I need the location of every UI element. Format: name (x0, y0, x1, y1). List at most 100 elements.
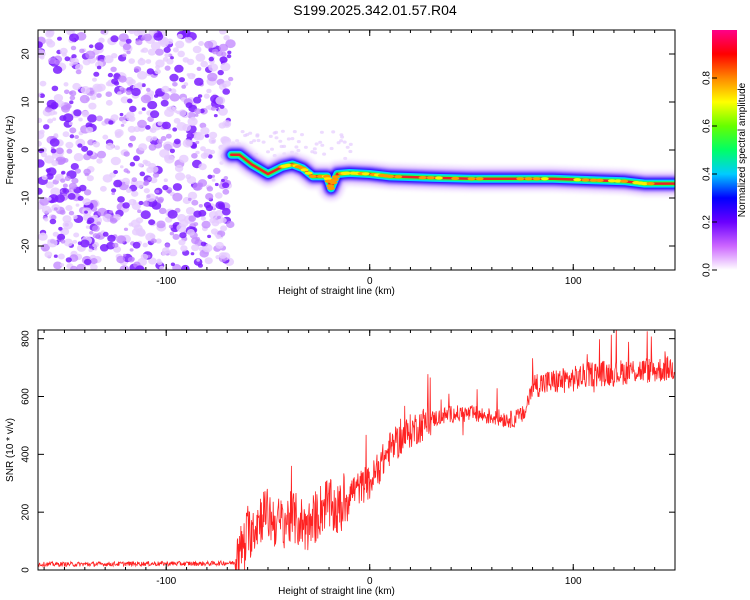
noise-speck (109, 217, 118, 224)
noise-speck (127, 98, 133, 104)
noise-speck (191, 199, 199, 206)
noise-speck (111, 188, 117, 193)
noise-speck (181, 264, 190, 270)
noise-speck (81, 145, 89, 152)
noise-speck (172, 192, 183, 202)
noise-speck (187, 191, 198, 200)
noise-speck (92, 225, 100, 232)
noise-speck (195, 140, 200, 144)
noise-speck (50, 187, 61, 196)
noise-speck (61, 104, 71, 113)
noise-speck (200, 126, 210, 135)
noise-speck (45, 168, 51, 173)
ridge-blob (304, 171, 313, 175)
ridge-layer (218, 141, 675, 202)
noise-speck (96, 65, 102, 70)
ridge-blob (386, 174, 395, 178)
noise-speck (113, 179, 123, 188)
noise-speck (160, 136, 167, 141)
noise-speck (208, 56, 214, 62)
noise-speck (182, 57, 189, 63)
noise-speck (105, 142, 115, 150)
noise-speck (93, 71, 100, 77)
noise-speck (172, 106, 177, 111)
noise-speck (345, 145, 350, 149)
noise-speck (87, 114, 97, 123)
noise-speck (280, 129, 285, 133)
noise-speck (182, 139, 193, 148)
noise-speck (294, 145, 299, 149)
noise-speck (127, 125, 136, 133)
noise-speck (200, 241, 207, 247)
noise-speck (88, 44, 94, 49)
noise-speck (57, 253, 65, 260)
noise-speck (322, 152, 327, 156)
noise-speck (92, 77, 97, 82)
chart-title: S199.2025.342.01.57.R04 (293, 2, 457, 18)
noise-speck (190, 116, 196, 121)
noise-speck (38, 159, 45, 168)
noise-speck (104, 55, 114, 64)
noise-speck (41, 175, 48, 181)
noise-speck (38, 93, 41, 98)
noise-speck (121, 119, 127, 124)
noise-speck (117, 91, 122, 96)
noise-speck (215, 192, 223, 199)
noise-speck (206, 186, 214, 192)
noise-speck (268, 134, 273, 138)
noise-speck (256, 138, 261, 143)
noise-speck (225, 39, 236, 49)
noise-speck (177, 50, 185, 58)
noise-speck (119, 87, 127, 94)
noise-speck (169, 93, 180, 102)
noise-speck (200, 146, 206, 152)
noise-speck (138, 143, 148, 151)
noise-speck (122, 53, 127, 58)
noise-speck (79, 94, 90, 104)
noise-speck (45, 181, 54, 189)
noise-speck (151, 136, 158, 141)
snr-y-tick-label: 0 (21, 567, 32, 573)
noise-speck (59, 209, 66, 215)
noise-speck (44, 155, 55, 164)
noise-speck (348, 142, 353, 146)
noise-speck (64, 56, 71, 62)
noise-speck (160, 99, 169, 107)
noise-speck (158, 207, 167, 215)
noise-speck (41, 232, 46, 236)
ridge-blob (329, 181, 338, 185)
noise-speck (60, 178, 66, 183)
snr-y-tick-label: 400 (21, 446, 32, 463)
noise-speck (193, 258, 203, 266)
noise-speck (135, 180, 145, 189)
noise-speck (205, 193, 214, 200)
noise-speck (336, 141, 341, 145)
noise-speck (110, 66, 117, 73)
noise-speck (190, 252, 195, 256)
noise-speck (110, 114, 119, 121)
noise-speck (102, 231, 109, 237)
noise-speck (39, 129, 45, 135)
noise-speck (191, 237, 200, 245)
noise-speck (148, 257, 157, 265)
noise-speck (163, 46, 171, 54)
noise-speck (70, 163, 79, 170)
noise-speck (142, 242, 148, 248)
noise-speck (95, 60, 104, 69)
noise-speck (62, 113, 74, 123)
noise-speck (196, 258, 200, 262)
noise-speck (319, 130, 324, 134)
noise-speck (172, 82, 178, 87)
noise-speck (290, 137, 295, 141)
spectrogram-y-tick-label: 0 (21, 147, 32, 153)
noise-speck (137, 71, 148, 80)
noise-speck (140, 94, 151, 104)
noise-speck (87, 217, 95, 224)
noise-speck (47, 197, 52, 201)
noise-speck (154, 68, 161, 75)
noise-speck (175, 172, 186, 181)
noise-speck (198, 204, 203, 208)
noise-speck (65, 141, 74, 149)
noise-speck (44, 251, 53, 258)
noise-speck (62, 220, 73, 230)
